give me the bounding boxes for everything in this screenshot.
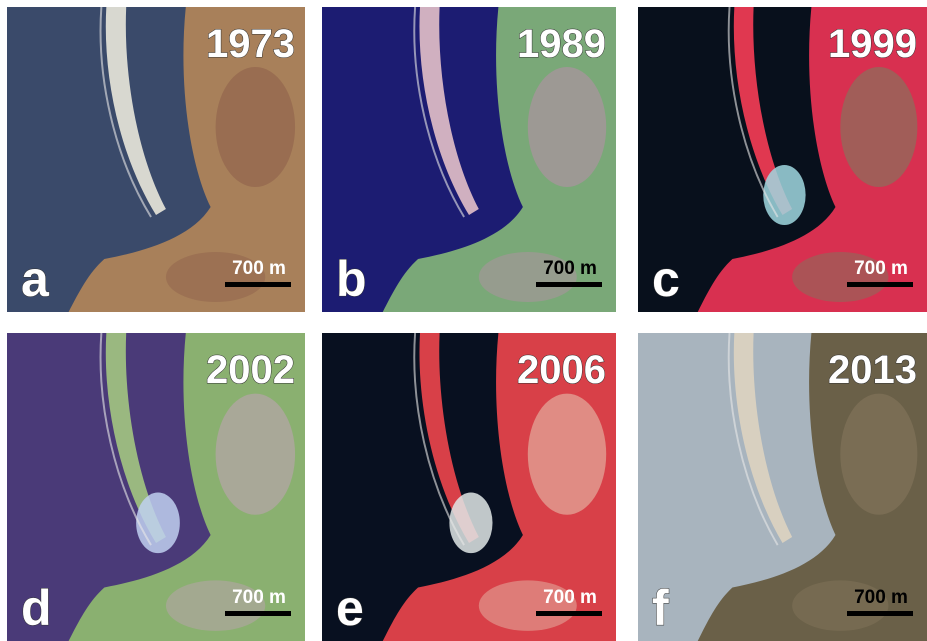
year-label: 1999 [828, 22, 917, 66]
sediment-plume [136, 493, 180, 554]
scale-label: 700 m [854, 258, 908, 279]
panel-letter: e [336, 580, 364, 636]
scale-bar [225, 611, 291, 616]
panel: 1973 a 700 m [7, 7, 305, 312]
scale-bar [847, 282, 913, 287]
land-patch [528, 394, 606, 515]
scale-bar [536, 282, 602, 287]
panel-letter: c [652, 251, 680, 307]
scale-label: 700 m [854, 587, 908, 608]
scale-label: 700 m [543, 258, 597, 279]
scale-label: 700 m [543, 587, 597, 608]
land-patch [216, 394, 295, 515]
scale-bar [225, 282, 291, 287]
panel: 1999 c 700 m [638, 7, 927, 312]
panel-letter: a [21, 251, 50, 307]
scale-label: 700 m [232, 258, 286, 279]
year-label: 2013 [828, 348, 917, 392]
scale-label: 700 m [232, 587, 286, 608]
year-label: 1989 [517, 22, 606, 66]
panel-letter: b [336, 251, 367, 307]
land-patch [840, 394, 917, 515]
panel: 2006 e 700 m [322, 333, 616, 641]
year-label: 2006 [517, 348, 606, 392]
land-patch [216, 67, 295, 187]
sediment-plume [449, 493, 492, 554]
sediment-plume [763, 165, 805, 225]
land-patch [840, 67, 917, 187]
panel: 2002 d 700 m [7, 333, 305, 641]
year-label: 1973 [206, 22, 295, 66]
scale-bar [847, 611, 913, 616]
figure: 1973 a 700 m 1989 b 700 m 1999 c 700 m 2002 d 700 m… [0, 0, 927, 641]
land-patch [528, 67, 606, 187]
panel: 2013 f 700 m [638, 333, 927, 641]
panel-letter: d [21, 580, 52, 636]
scale-bar [536, 611, 602, 616]
panel-letter: f [652, 580, 669, 636]
year-label: 2002 [206, 348, 295, 392]
panel: 1989 b 700 m [322, 7, 616, 312]
